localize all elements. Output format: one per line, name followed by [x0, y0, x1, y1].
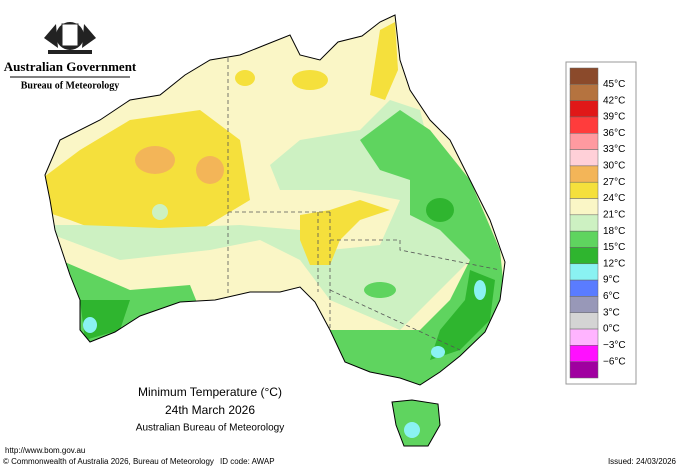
legend-swatch [569, 230, 599, 248]
legend-label: 42°C [603, 95, 625, 106]
legend-swatch [569, 84, 599, 101]
legend-swatch [569, 181, 599, 199]
map-date: 24th March 2026 [165, 403, 255, 417]
legend-label: 12°C [603, 258, 625, 269]
legend-swatch [569, 149, 599, 167]
legend-label: 3°C [603, 307, 620, 318]
legend-swatch [569, 247, 599, 265]
map-source: Australian Bureau of Meteorology [136, 423, 284, 434]
legend-label: 9°C [603, 275, 620, 286]
legend-label: 24°C [603, 193, 625, 204]
legend-swatch [569, 214, 599, 232]
legend-label: 45°C [603, 79, 625, 90]
legend-swatch [569, 133, 599, 150]
legend-swatch [569, 263, 599, 281]
agency: Australian Government [4, 59, 137, 74]
legend-label: 0°C [603, 324, 620, 335]
id-code: ID code: AWAP [220, 457, 275, 466]
map-title: Minimum Temperature (°C) [138, 385, 282, 399]
legend-label: 15°C [603, 242, 625, 253]
url: http://www.bom.gov.au [5, 446, 85, 455]
legend-swatch [569, 312, 599, 330]
legend-swatch [569, 67, 599, 85]
legend-swatch [569, 116, 599, 134]
legend-swatch [569, 100, 599, 118]
issued: Issued: 24/03/2026 [608, 457, 677, 466]
crest [44, 22, 96, 54]
legend-label: 33°C [603, 144, 625, 155]
legend-label: 27°C [603, 177, 625, 188]
legend-swatch [569, 328, 599, 346]
copyright: © Commonwealth of Australia 2026, Bureau… [3, 457, 214, 466]
legend-label: 18°C [603, 226, 625, 237]
legend-label: 21°C [603, 209, 625, 220]
legend-swatch [569, 361, 599, 379]
state-borders [227, 58, 501, 351]
legend-label: −6°C [603, 356, 626, 367]
legend-label: 6°C [603, 291, 620, 302]
legend-swatch [569, 165, 599, 183]
legend-label: 36°C [603, 128, 625, 139]
legend-label: −3°C [603, 340, 626, 351]
legend-label: 39°C [603, 112, 625, 123]
bureau: Bureau of Meteorology [21, 80, 120, 91]
legend-swatch [569, 345, 599, 362]
legend: 45°C 42°C 39°C 36°C 33°C 30°C 27°C 24°C 21°C 18°C… [565, 61, 637, 385]
legend-label: 30°C [603, 161, 625, 172]
legend-swatch [569, 296, 599, 313]
legend-swatch [569, 198, 599, 216]
legend-swatch [569, 279, 599, 297]
